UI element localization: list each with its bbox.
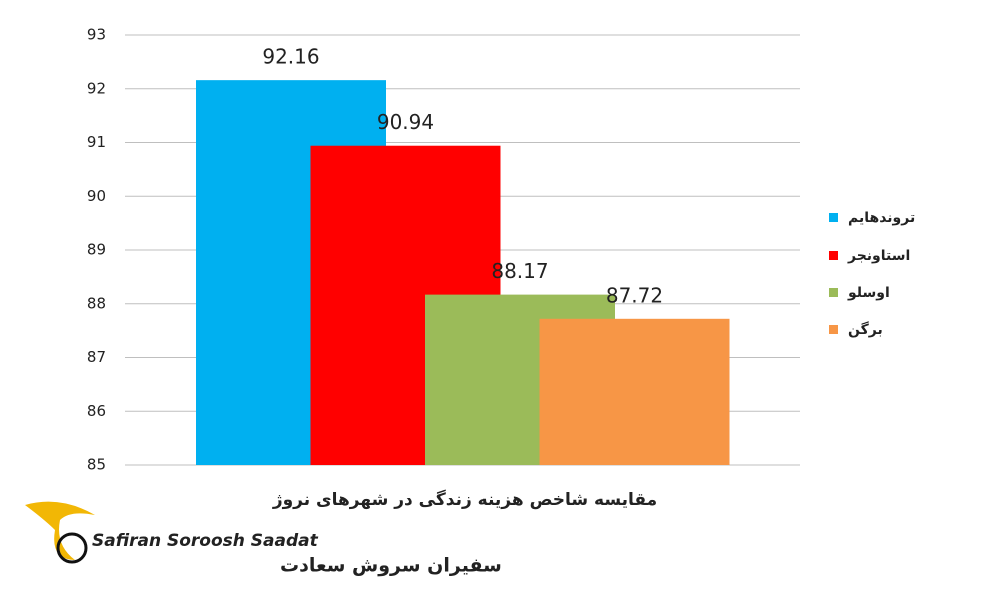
y-tick-label: 87 (87, 348, 106, 366)
y-tick-label: 91 (87, 133, 106, 151)
value-label: 90.94 (377, 110, 434, 134)
legend-swatch (829, 288, 838, 297)
legend-swatch (829, 213, 838, 222)
logo-text-fa: سفیران سروش سعادت (280, 555, 502, 577)
value-label: 87.72 (606, 283, 663, 307)
legend-label: استاونجر (847, 248, 910, 264)
legend-label: برگن (848, 321, 883, 338)
logo-wing (25, 501, 95, 560)
y-tick-label: 85 (87, 456, 106, 474)
logo-text-en: Safiran Soroosh Saadat (92, 531, 319, 551)
y-tick-label: 86 (87, 402, 106, 420)
logo-swirl (56, 532, 88, 564)
y-tick-label: 92 (87, 79, 106, 97)
logo: Safiran Soroosh Saadat سفیران سروش سعادت (25, 501, 502, 577)
y-tick-label: 93 (87, 26, 106, 44)
legend-swatch (829, 325, 838, 334)
legend-label: اوسلو (847, 285, 890, 301)
legend-swatch (829, 251, 838, 260)
value-label: 88.17 (491, 259, 548, 283)
y-tick-label: 88 (87, 294, 106, 312)
bar (539, 318, 730, 465)
value-label: 92.16 (262, 45, 319, 69)
y-tick-label: 89 (87, 241, 106, 259)
y-tick-label: 90 (87, 187, 106, 205)
x-axis-title: مقایسه شاخص هزینه زندگی در شهرهای نروژ (272, 489, 657, 510)
legend-label: تروندهایم (848, 210, 915, 226)
